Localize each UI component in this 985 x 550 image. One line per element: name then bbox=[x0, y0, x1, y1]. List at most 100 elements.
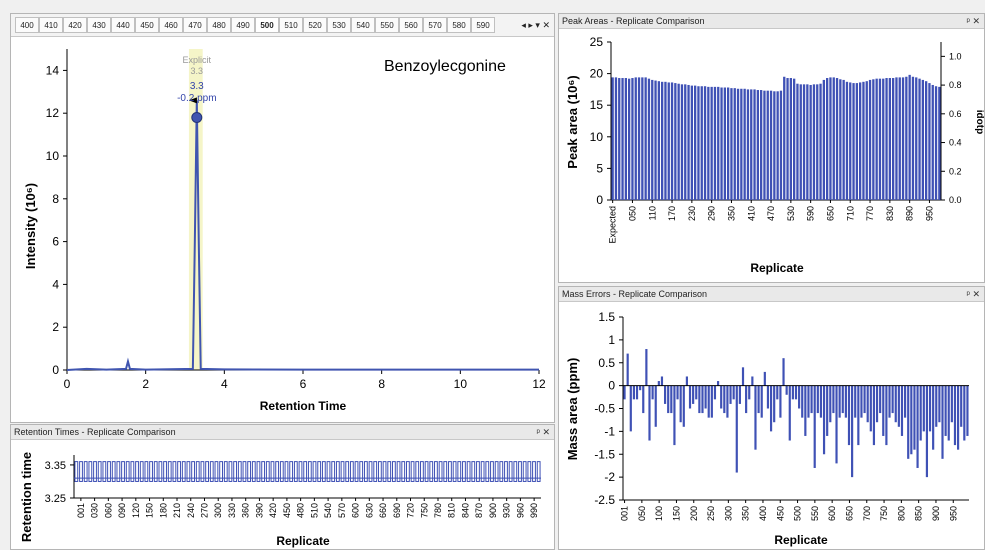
bar bbox=[667, 82, 670, 200]
tab-440[interactable]: 440 bbox=[111, 17, 135, 33]
y-tick-label: 20 bbox=[590, 67, 604, 81]
peak-label-explicit-value: 3.3 bbox=[191, 66, 204, 76]
bar bbox=[950, 385, 953, 423]
bar bbox=[729, 385, 732, 404]
x-tick-label: 720 bbox=[406, 503, 416, 518]
retention-range-bar bbox=[74, 461, 79, 482]
bar bbox=[829, 77, 832, 200]
bar bbox=[944, 385, 947, 436]
y2-axis-title: idotp bbox=[974, 110, 985, 134]
retention-range-bar bbox=[223, 461, 228, 482]
bar bbox=[776, 385, 779, 400]
retention-range-bar bbox=[130, 461, 135, 482]
bar bbox=[663, 385, 667, 404]
x-tick-label: 150 bbox=[671, 506, 681, 521]
bar bbox=[773, 385, 776, 423]
x-tick-label: 570 bbox=[337, 503, 347, 518]
x-tick-label: 2 bbox=[142, 377, 149, 391]
bar bbox=[660, 376, 664, 386]
retention-range-bar bbox=[354, 461, 359, 482]
retention-range-bar bbox=[97, 461, 102, 482]
retention-range-bar bbox=[242, 461, 247, 482]
bar bbox=[713, 86, 717, 200]
y-tick-label: 14 bbox=[46, 63, 60, 77]
bar bbox=[738, 385, 741, 404]
bar bbox=[741, 367, 745, 386]
bar bbox=[627, 78, 631, 200]
tab-520[interactable]: 520 bbox=[303, 17, 327, 33]
tab-490[interactable]: 490 bbox=[231, 17, 255, 33]
tab-550[interactable]: 550 bbox=[375, 17, 399, 33]
bar bbox=[786, 78, 789, 200]
bar bbox=[845, 81, 849, 200]
bar bbox=[632, 385, 636, 400]
pin-close-controls[interactable]: ᵖ ✕ bbox=[966, 16, 980, 26]
bar bbox=[635, 385, 639, 400]
bar bbox=[743, 88, 746, 200]
bar bbox=[911, 76, 915, 200]
retention-range-bar bbox=[466, 461, 471, 482]
y-tick-label: 0 bbox=[52, 363, 59, 377]
tab-430[interactable]: 430 bbox=[87, 17, 111, 33]
x-tick-label: 450 bbox=[775, 506, 785, 521]
tab-460[interactable]: 460 bbox=[159, 17, 183, 33]
x-tick-label: 950 bbox=[924, 206, 934, 221]
bar bbox=[680, 84, 684, 200]
pin-close-controls[interactable]: ᵖ ✕ bbox=[966, 289, 980, 299]
bar bbox=[664, 81, 667, 200]
x-tick-label: 600 bbox=[351, 503, 361, 518]
tab-560[interactable]: 560 bbox=[399, 17, 423, 33]
bar bbox=[687, 84, 690, 200]
tab-530[interactable]: 530 bbox=[327, 17, 351, 33]
x-tick-label: 450 bbox=[282, 503, 292, 518]
tab-540[interactable]: 540 bbox=[351, 17, 375, 33]
tab-strip-controls[interactable]: ◂ ▸ ▾ ✕ bbox=[521, 20, 550, 30]
bar bbox=[826, 385, 829, 436]
mass-errors-panel: Mass Errors - Replicate Comparison ᵖ ✕ 1… bbox=[558, 286, 985, 550]
bar bbox=[919, 385, 922, 441]
retention-range-bar bbox=[349, 461, 354, 482]
bar bbox=[835, 78, 839, 200]
tab-590[interactable]: 590 bbox=[471, 17, 495, 33]
retention-range-bar bbox=[382, 461, 387, 482]
bar bbox=[644, 77, 647, 200]
tab-510[interactable]: 510 bbox=[279, 17, 303, 33]
bar bbox=[769, 385, 773, 432]
tab-420[interactable]: 420 bbox=[63, 17, 87, 33]
retention-range-bar bbox=[247, 461, 252, 482]
tab-400[interactable]: 400 bbox=[15, 17, 39, 33]
bar bbox=[621, 78, 624, 200]
bar bbox=[832, 77, 835, 200]
x-tick-label: 650 bbox=[825, 206, 835, 221]
retention-range-bar bbox=[209, 461, 214, 482]
bar bbox=[882, 385, 885, 436]
retention-range-bar bbox=[261, 461, 266, 482]
bar bbox=[710, 385, 713, 418]
peak-apex-marker bbox=[191, 111, 203, 123]
tab-500[interactable]: 500 bbox=[255, 17, 279, 33]
x-tick-label: 240 bbox=[186, 503, 196, 518]
y-tick-label: -1.5 bbox=[594, 447, 615, 461]
pin-close-controls[interactable]: ᵖ ✕ bbox=[536, 427, 550, 437]
retention-range-bar bbox=[345, 461, 350, 482]
tab-450[interactable]: 450 bbox=[135, 17, 159, 33]
bar bbox=[835, 385, 838, 464]
tab-570[interactable]: 570 bbox=[423, 17, 447, 33]
tab-470[interactable]: 470 bbox=[183, 17, 207, 33]
retention-range-bar bbox=[536, 461, 541, 482]
bar bbox=[754, 385, 757, 450]
tab-410[interactable]: 410 bbox=[39, 17, 63, 33]
retention-range-bar bbox=[396, 461, 401, 482]
y-tick-label: 8 bbox=[52, 192, 59, 206]
bar bbox=[908, 74, 911, 200]
retention-range-bar bbox=[121, 461, 125, 482]
x-tick-label: 950 bbox=[948, 506, 958, 521]
bar bbox=[928, 83, 931, 200]
bar bbox=[938, 86, 941, 200]
tab-480[interactable]: 480 bbox=[207, 17, 231, 33]
x-tick-label: 540 bbox=[323, 503, 333, 518]
x-tick-label: 090 bbox=[117, 503, 127, 518]
bar bbox=[897, 385, 900, 427]
y-axis-title: Retention time bbox=[19, 452, 34, 542]
tab-580[interactable]: 580 bbox=[447, 17, 471, 33]
